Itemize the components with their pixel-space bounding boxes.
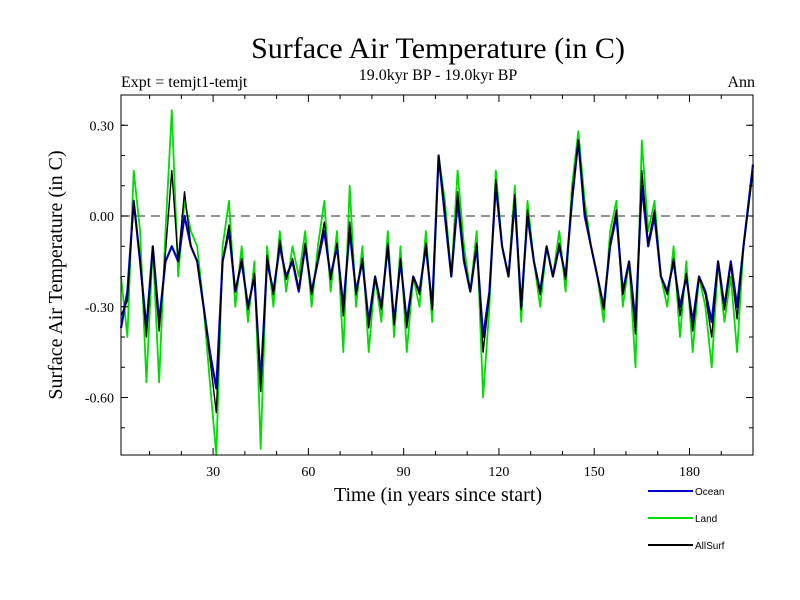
x-tick-label: 150 xyxy=(584,465,605,480)
x-axis-label: Time (in years since start) xyxy=(334,484,542,506)
x-tick-label: 90 xyxy=(397,465,411,480)
y-tick-label: 0.30 xyxy=(90,119,115,134)
legend-label-land: Land xyxy=(695,514,717,525)
x-tick-label: 120 xyxy=(488,465,509,480)
season-label: Ann xyxy=(727,74,755,91)
experiment-label: Expt = temjt1-temjt xyxy=(121,74,248,91)
x-tick-label: 180 xyxy=(679,465,700,480)
x-tick-label: 30 xyxy=(206,465,220,480)
y-tick-label: -0.60 xyxy=(85,392,114,407)
y-axis-label: Surface Air Temperature (in C) xyxy=(45,150,67,399)
chart-title: Surface Air Temperature (in C) xyxy=(251,32,625,65)
chart-subtitle: 19.0kyr BP - 19.0kyr BP xyxy=(359,67,518,84)
series-line-allsurf xyxy=(120,139,754,414)
plot-frame xyxy=(120,94,754,456)
y-axis: 0.30 0.00 -0.30 -0.60 xyxy=(85,119,753,429)
x-axis: 30 60 90 120 150 180 xyxy=(149,95,722,480)
y-tick-label: -0.30 xyxy=(85,301,114,316)
series-layer xyxy=(119,109,755,456)
x-tick-label: 60 xyxy=(301,465,315,480)
y-tick-label: 0.00 xyxy=(90,210,115,225)
legend: Ocean Land AllSurf xyxy=(648,487,725,552)
legend-label-allsurf: AllSurf xyxy=(695,541,725,552)
legend-label-ocean: Ocean xyxy=(695,487,724,498)
